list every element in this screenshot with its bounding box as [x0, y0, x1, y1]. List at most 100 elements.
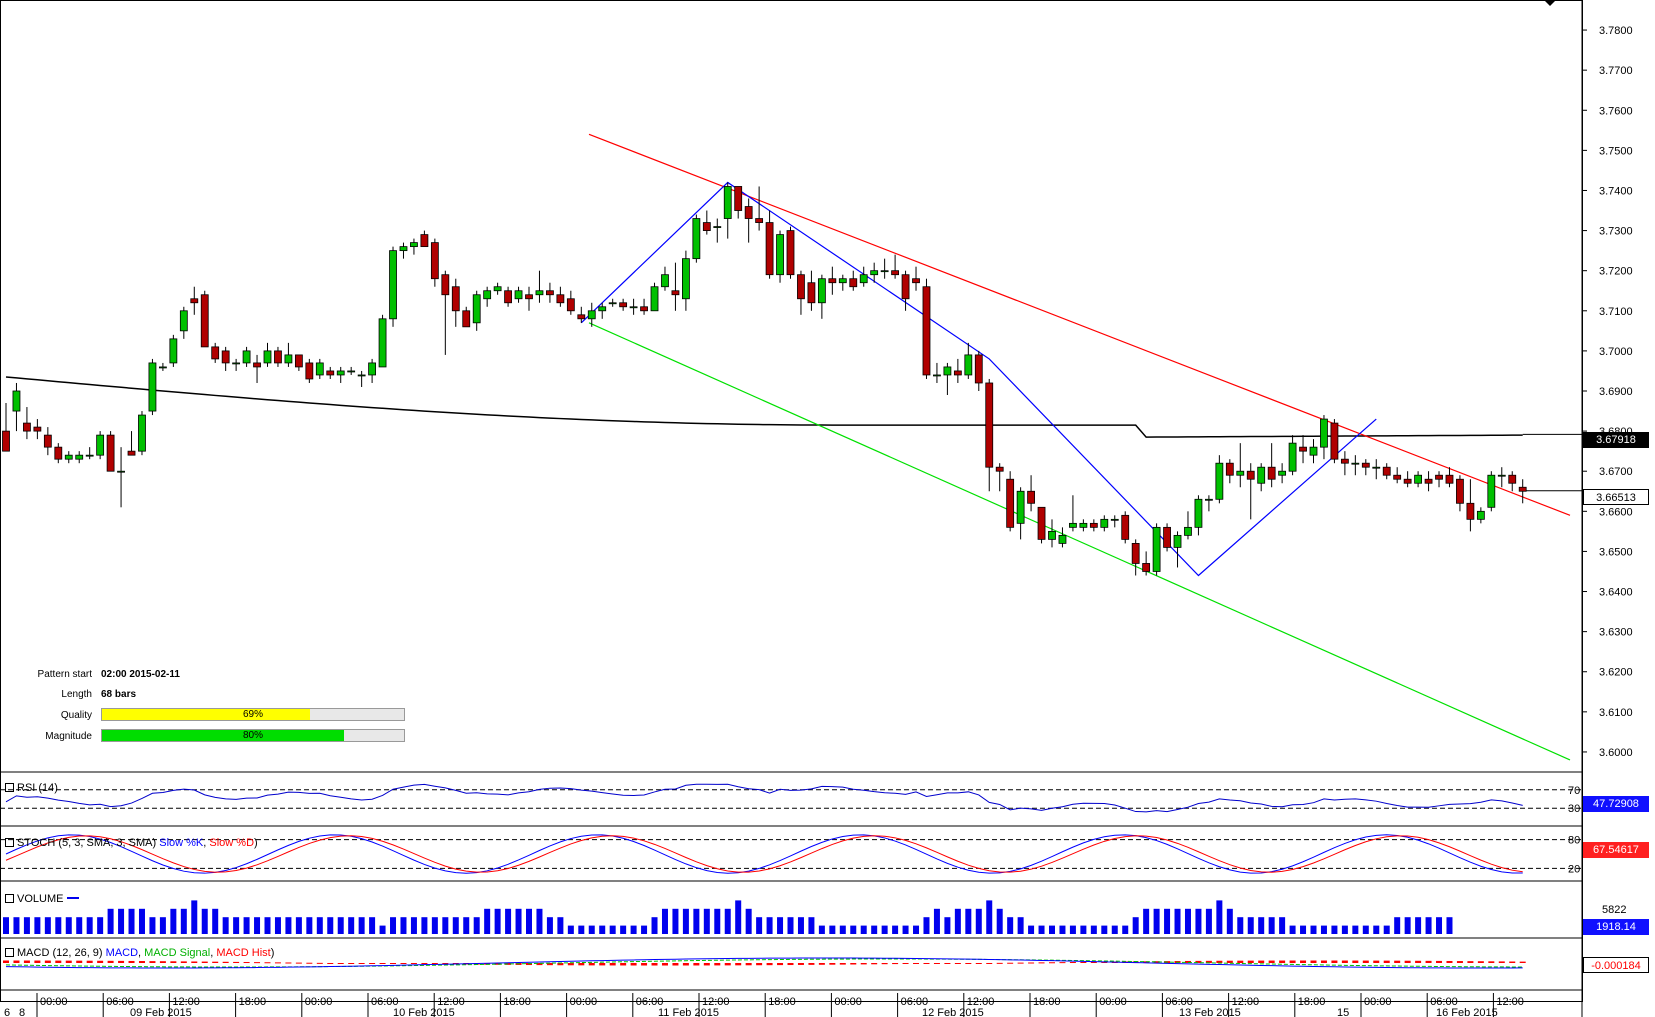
volume-label-text: VOLUME — [17, 893, 64, 905]
date-label: 09 Feb 2015 — [130, 1007, 192, 1017]
macd-hist-bar — [1268, 960, 1275, 963]
macd-hist-bar — [818, 963, 825, 965]
macd-hist-bar — [1007, 962, 1014, 964]
volume-bar — [369, 917, 376, 934]
candle — [734, 186, 743, 219]
candle — [462, 306, 471, 328]
candle-body — [85, 454, 94, 457]
macd-hist-bar — [201, 961, 208, 963]
volume-bar — [1425, 917, 1432, 934]
candle — [430, 238, 439, 287]
candle-body — [556, 294, 565, 304]
candle-body — [1225, 462, 1234, 476]
time-tick-label: 18:00 — [239, 996, 267, 1008]
volume-bar — [191, 900, 198, 934]
candle-body — [12, 390, 21, 412]
candle — [117, 447, 125, 508]
volume-bar — [243, 917, 250, 934]
candle-body — [922, 286, 931, 376]
macd-signal-line — [5, 958, 1523, 968]
volume-bar — [1341, 925, 1348, 934]
collapse-icon[interactable] — [5, 838, 14, 847]
candle — [1476, 507, 1485, 524]
candle — [1309, 439, 1318, 464]
price-tick-label: 3.7400 — [1599, 185, 1633, 197]
chart-menu-icon[interactable] — [1544, 0, 1556, 6]
volume-bar — [578, 925, 585, 934]
collapse-icon[interactable] — [5, 783, 14, 792]
candle — [1372, 459, 1381, 480]
candle-body — [1163, 526, 1171, 548]
volume-bar — [327, 917, 334, 934]
volume-bar — [1216, 900, 1223, 934]
time-tick-label: 18:00 — [768, 996, 796, 1008]
candle — [23, 407, 31, 440]
volume-bar — [693, 908, 700, 934]
resistance-trendline — [588, 133, 1571, 516]
macd-hist-bar — [1289, 960, 1296, 963]
volume-bar — [494, 908, 501, 934]
candle — [1518, 479, 1527, 504]
candle — [1351, 455, 1360, 476]
candle-body — [891, 270, 899, 276]
volume-bar — [1184, 908, 1191, 934]
volume-bar — [672, 908, 679, 934]
candle-body — [1393, 474, 1402, 480]
collapse-icon[interactable] — [5, 948, 14, 957]
pattern-length-value: 68 bars — [101, 689, 137, 700]
macd-hist-bar — [1038, 962, 1045, 964]
volume-bar — [954, 908, 961, 934]
time-tick-label: 12:00 — [702, 996, 730, 1008]
volume-bar — [400, 917, 407, 934]
candle — [148, 358, 157, 416]
macd-hist-bar — [599, 963, 606, 966]
macd-hist-bar — [1352, 960, 1359, 963]
macd-hist-bar — [1456, 961, 1463, 963]
volume-bar — [1028, 925, 1035, 934]
candle — [158, 362, 167, 371]
candle-body — [127, 450, 136, 456]
macd-hist-bar — [536, 963, 543, 966]
candle-body — [294, 354, 303, 368]
candle-body — [1320, 418, 1328, 448]
candle-body — [974, 354, 983, 384]
volume-bar — [756, 917, 763, 934]
macd-hist-bar — [787, 963, 794, 966]
candle — [368, 358, 377, 383]
candle — [305, 358, 314, 383]
macd-hist-bar — [1080, 961, 1087, 963]
candle — [483, 286, 492, 307]
time-tick-label: 12:00 — [437, 996, 465, 1008]
volume-bar — [1247, 917, 1254, 934]
rsi-pane: 70 30 — [0, 783, 1582, 815]
stoch-k-label: Slow %K — [159, 837, 204, 849]
candle — [682, 250, 690, 311]
macd-hist-bar — [797, 963, 804, 965]
volume-bar — [107, 908, 114, 934]
candle-body — [849, 278, 858, 288]
candle-body — [117, 470, 125, 473]
candle-body — [661, 274, 669, 288]
macd-pane — [3, 957, 1526, 969]
volume-bar — [222, 917, 229, 934]
pattern-length-label: Length — [61, 689, 92, 700]
macd-hist-bar — [1247, 960, 1254, 963]
candle — [1393, 467, 1402, 484]
macd-hist-bar — [316, 962, 323, 964]
stoch-d-label: Slow %D — [209, 837, 255, 849]
candle-body — [901, 274, 910, 300]
candle — [964, 342, 973, 379]
collapse-icon[interactable] — [5, 894, 14, 903]
macd-hist-bar — [327, 962, 334, 964]
stoch-d-line — [5, 835, 1523, 873]
candle — [1299, 435, 1307, 464]
candle-body — [64, 454, 73, 460]
volume-bar — [1226, 908, 1233, 934]
macd-hist-bar — [379, 963, 386, 964]
candle — [179, 306, 188, 339]
volume-bar — [1143, 908, 1150, 934]
volume-bar — [526, 908, 532, 934]
candle — [43, 427, 52, 456]
price-tick-label: 3.6400 — [1599, 587, 1633, 599]
